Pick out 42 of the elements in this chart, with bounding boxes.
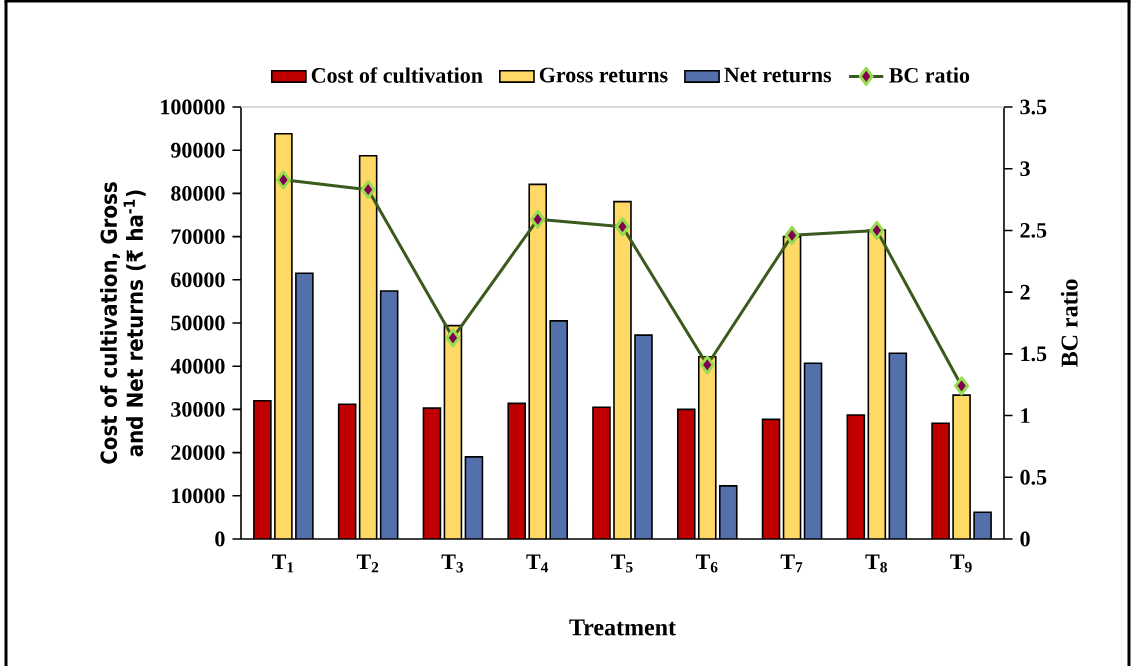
y2-tick-label: 0.5	[1020, 469, 1047, 485]
x-tick-label: T$_{4}$	[526, 554, 549, 573]
y2-tick-label: 2.5	[1020, 223, 1047, 238]
bar	[804, 363, 822, 539]
x-tick-label: T$_{3}$	[441, 554, 464, 573]
x-tick-label: T$_{8}$	[865, 554, 887, 573]
y-tick-label: 30000	[171, 401, 225, 417]
bar	[889, 353, 907, 539]
y2-tick-label: 3.5	[1020, 99, 1047, 115]
y2-tick-label: 2	[1020, 284, 1030, 300]
y-tick-label: 70000	[171, 229, 225, 245]
y-tick-label: 90000	[171, 142, 225, 158]
legend-label: Cost of cultivation	[311, 67, 483, 83]
y-tick-label: 50000	[171, 315, 225, 331]
x-axis-title: Treatment	[569, 619, 676, 636]
x-tick-label: T$_{2}$	[356, 554, 379, 573]
bar	[380, 291, 398, 539]
y2-tick-label: 0	[1020, 531, 1030, 547]
bar	[423, 408, 441, 539]
bar	[465, 456, 483, 539]
y-tick-label: 0	[215, 531, 225, 547]
bar	[847, 415, 865, 539]
y-tick-label: 40000	[170, 358, 225, 374]
y2-tick-label: 1.5	[1021, 346, 1047, 362]
y2-axis-title: BC ratio	[1060, 279, 1078, 367]
x-tick-label: T$_{9}$	[950, 554, 972, 573]
legend-label: Net returns	[724, 67, 832, 83]
y-tick-label: 60000	[171, 272, 225, 288]
x-tick-label: T$_{7}$	[780, 554, 803, 573]
y-tick-label: 100000	[161, 99, 225, 115]
y-tick-label: 80000	[171, 185, 225, 201]
legend-label: Gross returns	[539, 67, 668, 83]
bar	[762, 419, 780, 539]
y-tick-label: 20000	[171, 445, 225, 461]
y2-tick-label: 1	[1021, 408, 1030, 423]
bar	[338, 404, 356, 539]
y-tick-label: 10000	[172, 488, 225, 504]
legend-label: BC ratio	[889, 67, 970, 83]
x-tick-label: T$_{1}$	[272, 554, 294, 573]
y2-tick-label: 3	[1020, 161, 1030, 177]
x-tick-label: T$_{6}$	[695, 554, 718, 573]
x-tick-label: T$_{5}$	[611, 554, 633, 573]
